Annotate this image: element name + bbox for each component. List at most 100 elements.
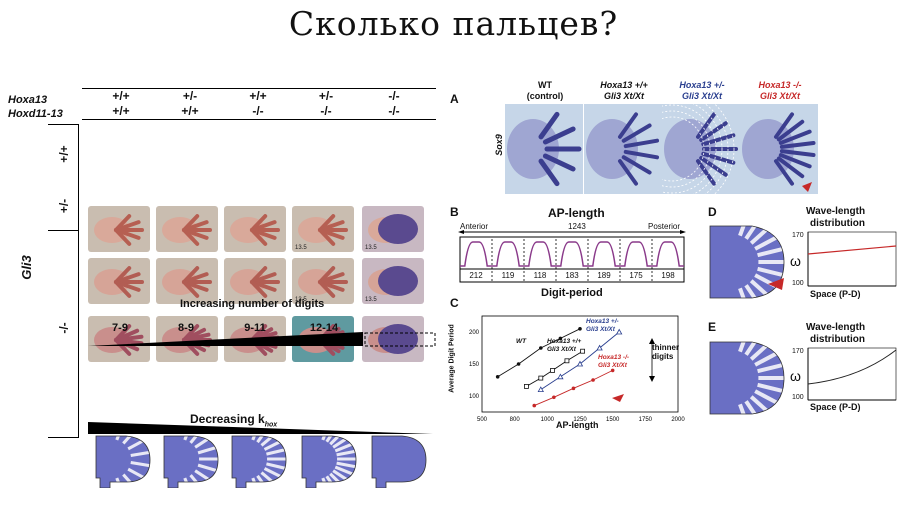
panel-a-header-line1: Hoxa13 -/-	[758, 80, 802, 90]
limb-photo: 13.5	[292, 206, 354, 252]
panel-e-ybot: 100	[792, 394, 804, 401]
data-point	[538, 375, 544, 381]
panel-a-column-header: Hoxa13 +/- Gli3 Xt/Xt	[662, 80, 742, 102]
panel-d-distribution-plot	[807, 231, 897, 287]
hoxa13-label: Hoxa13	[8, 94, 48, 106]
gli3-genotype-3: -/-	[57, 322, 71, 334]
hoxa13-genotype-1: +/+	[112, 89, 130, 103]
limb-photo	[224, 206, 286, 252]
stage-label: 13.5	[295, 297, 307, 303]
gli3-genotype-1: +/+	[57, 145, 71, 163]
panel-a-header-line2: (control)	[526, 91, 564, 101]
ap-length-value: 1243	[568, 222, 586, 231]
data-point	[591, 378, 595, 382]
digit-range-1: 7-9	[112, 322, 128, 334]
digit-range-4: 12-14	[309, 322, 339, 334]
x-tick-label: 1250	[573, 417, 587, 423]
limb-photo: 13.5	[362, 206, 424, 252]
panel-d-arrow	[768, 278, 784, 290]
panel-a-label: A	[450, 92, 459, 106]
gli3-label: Gli3	[18, 255, 34, 280]
panel-b-label: B	[450, 205, 459, 219]
panel-e-simulation	[709, 341, 785, 415]
simulated-limb	[301, 435, 357, 488]
hoxa13-genotype-2: +/-	[182, 89, 198, 103]
x-tick-label: 500	[477, 417, 488, 423]
panel-a-header-line1: Hoxa13 +/-	[679, 80, 725, 90]
y-tick-label: 150	[469, 362, 480, 368]
hoxd-label: Hoxd11-13	[8, 108, 63, 120]
legend-line2: Gli3 Xt/Xt	[586, 326, 615, 333]
thinner-digits-label: thinner digits	[652, 343, 680, 361]
digit-period-value: 212	[469, 271, 483, 280]
panel-a-column-header: Hoxa13 +/+ Gli3 Xt/Xt	[584, 80, 664, 102]
data-point	[539, 346, 543, 350]
limb-photo	[156, 206, 218, 252]
panel-a-header-line2: Gli3 Xt/Xt	[603, 91, 644, 101]
data-point	[564, 358, 570, 364]
simulated-limb	[95, 435, 151, 488]
hoxd-genotype-4: -/-	[320, 104, 332, 118]
digit-period-value: 183	[565, 271, 579, 280]
stage-label: 13.5	[295, 245, 307, 251]
digit-period-value: 175	[629, 271, 643, 280]
legend-entry: Hoxa13 +/- Gli3 Xt/Xt	[586, 318, 619, 334]
legend-line1: Hoxa13 -/-	[598, 354, 630, 361]
x-tick-label: 1750	[639, 417, 653, 423]
panel-c-label: C	[450, 296, 459, 310]
hoxd-genotype-1: +/+	[112, 104, 130, 118]
data-point	[532, 403, 537, 408]
data-point	[610, 368, 615, 373]
panel-a-header-line1: WT	[538, 80, 552, 90]
increasing-wedge	[88, 332, 436, 347]
left-figure: Hoxa13 Hoxd11-13 +/+ +/- +/+ +/- -/- +/+…	[0, 80, 440, 488]
decreasing-k-label: Decreasing khox	[190, 412, 278, 429]
panel-a-column-header: Hoxa13 -/- Gli3 Xt/Xt	[740, 80, 820, 102]
panel-a-header-line2: Gli3 Xt/Xt	[681, 91, 722, 101]
data-point	[596, 344, 603, 351]
sox9-limb-photo	[505, 104, 583, 194]
y-tick-label: 100	[469, 394, 480, 400]
panel-e-ytop: 170	[792, 348, 804, 355]
panel-e-title-1: Wave-length	[806, 322, 866, 333]
panel-c-ylabel: Average Digit Period	[448, 324, 456, 393]
sox9-limb-photo	[662, 104, 740, 194]
digit-period-label: Digit-period	[541, 287, 603, 299]
panel-c-xlabel: AP-length	[556, 420, 599, 430]
legend-line1: Hoxa13 +/+	[547, 338, 582, 345]
legend-entry: Hoxa13 -/- Gli3 Xt/Xt	[598, 354, 629, 370]
panel-d-ybot: 100	[792, 280, 804, 287]
panel-b-title: AP-length	[548, 206, 605, 220]
simulated-limb	[371, 435, 427, 488]
hoxa13-genotype-5: -/-	[388, 89, 400, 103]
data-point	[558, 336, 563, 341]
sox9-label: Sox9	[493, 134, 504, 156]
data-point	[557, 373, 564, 380]
data-point	[616, 328, 623, 335]
data-point	[580, 348, 586, 354]
sox9-limb-photo	[740, 104, 818, 194]
x-tick-label: 1500	[606, 417, 620, 423]
limb-photo: 13.5	[362, 258, 424, 304]
panel-a-header-line2: Gli3 Xt/Xt	[759, 91, 800, 101]
hoxd-genotype-3: -/-	[252, 104, 264, 118]
panel-a-header-line1: Hoxa13 +/+	[600, 80, 648, 90]
digit-range-3: 9-11	[244, 322, 266, 334]
legend-entry: Hoxa13 +/+ Gli3 Xt/Xt	[547, 338, 581, 354]
panel-e-title-2: distribution	[810, 334, 865, 345]
data-point	[571, 386, 576, 391]
panel-e-xlabel: Space (P-D)	[810, 402, 861, 412]
x-tick-label: 2000	[671, 417, 685, 423]
gli3-genotype-2: +/-	[57, 198, 71, 214]
legend-line2: Gli3 Xt/Xt	[598, 362, 627, 369]
limb-photo	[88, 258, 150, 304]
increasing-digits-label: Increasing number of digits	[180, 298, 325, 310]
posterior-label: Posterior	[648, 222, 681, 231]
simulated-limb	[163, 435, 219, 488]
data-point	[576, 360, 584, 367]
data-point	[578, 327, 582, 331]
panel-e-omega: ω	[790, 368, 801, 384]
panel-d-omega: ω	[790, 253, 801, 269]
data-point	[550, 368, 555, 373]
panel-d-simulation	[709, 225, 785, 299]
